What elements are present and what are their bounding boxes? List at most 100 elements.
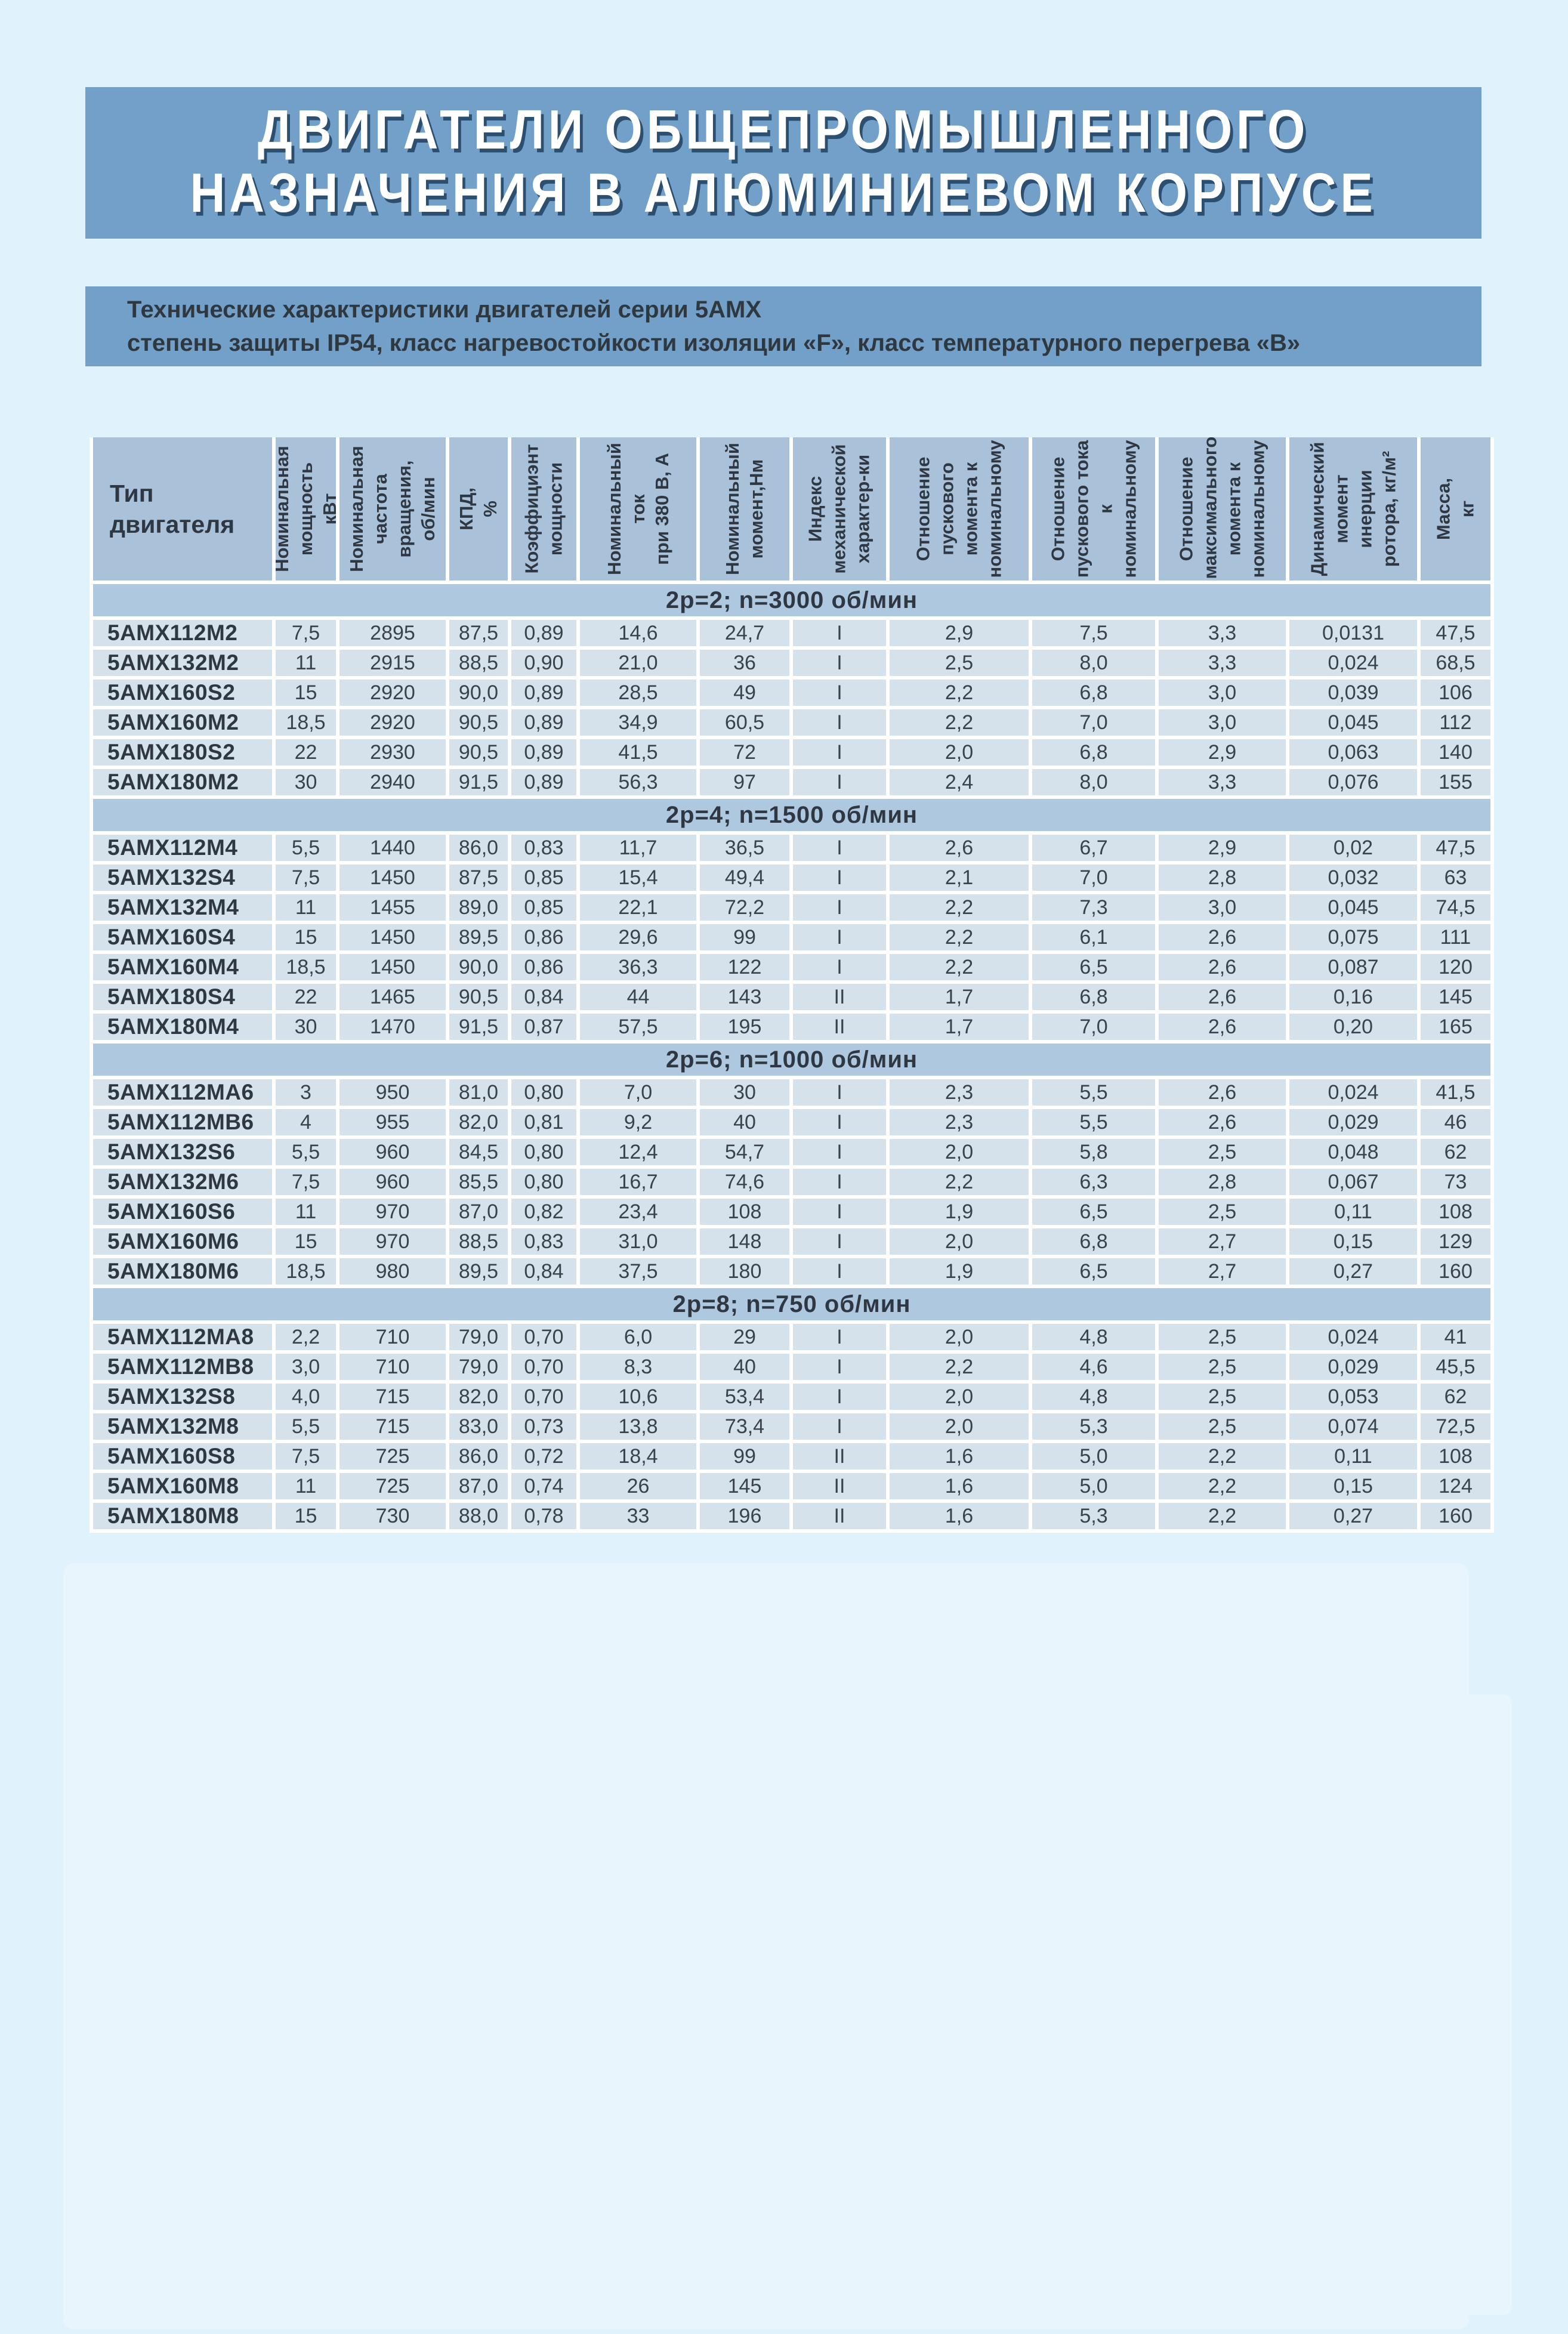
table-cell: 82,0 bbox=[449, 1384, 508, 1410]
table-cell: 9,2 bbox=[580, 1109, 696, 1135]
table-cell: 0,02 bbox=[1289, 835, 1417, 861]
table-cell: 1440 bbox=[339, 835, 446, 861]
table-cell: 88,0 bbox=[449, 1503, 508, 1529]
table-cell: 85,5 bbox=[449, 1169, 508, 1195]
table-cell: 6,8 bbox=[1032, 739, 1155, 765]
table-cell: 54,7 bbox=[700, 1139, 789, 1165]
motor-type-cell: 5АМХ180М2 bbox=[93, 769, 272, 795]
table-cell: 0,85 bbox=[511, 894, 576, 921]
table-cell: I bbox=[793, 709, 886, 736]
table-cell: 30 bbox=[276, 1014, 336, 1040]
table-cell: 7,5 bbox=[276, 620, 336, 646]
table-cell: 955 bbox=[339, 1109, 446, 1135]
table-cell: 0,78 bbox=[511, 1503, 576, 1529]
table-cell: 0,063 bbox=[1289, 739, 1417, 765]
table-cell: 2,2 bbox=[1159, 1503, 1286, 1529]
table-cell: 950 bbox=[339, 1079, 446, 1106]
table-cell: 5,0 bbox=[1032, 1443, 1155, 1469]
table-cell: 8,0 bbox=[1032, 650, 1155, 676]
column-header-label: Отношение максимального момента к номина… bbox=[1175, 437, 1268, 579]
table-cell: I bbox=[793, 1258, 886, 1285]
table-cell: 30 bbox=[276, 769, 336, 795]
table-cell: 79,0 bbox=[449, 1354, 508, 1380]
table-cell: 11,7 bbox=[580, 835, 696, 861]
table-cell: 2,5 bbox=[1159, 1324, 1286, 1350]
table-cell: 6,8 bbox=[1032, 1228, 1155, 1255]
table-cell: 82,0 bbox=[449, 1109, 508, 1135]
table-cell: 7,0 bbox=[580, 1079, 696, 1106]
table-cell: 87,5 bbox=[449, 620, 508, 646]
table-cell: 1450 bbox=[339, 924, 446, 950]
table-cell: 0,85 bbox=[511, 865, 576, 891]
table-cell: 74,6 bbox=[700, 1169, 789, 1195]
table-cell: 0,27 bbox=[1289, 1503, 1417, 1529]
table-cell: 2,0 bbox=[890, 1384, 1029, 1410]
table-cell: 2,9 bbox=[890, 620, 1029, 646]
table-cell: 2,5 bbox=[1159, 1199, 1286, 1225]
table-cell: 196 bbox=[700, 1503, 789, 1529]
table-cell: 83,0 bbox=[449, 1413, 508, 1440]
table-cell: 1,6 bbox=[890, 1503, 1029, 1529]
table-cell: 0,83 bbox=[511, 1228, 576, 1255]
table-cell: 36,5 bbox=[700, 835, 789, 861]
table-cell: 0,89 bbox=[511, 680, 576, 706]
table-cell: 99 bbox=[700, 924, 789, 950]
table-cell: 5,5 bbox=[1032, 1079, 1155, 1106]
table-cell: 0,83 bbox=[511, 835, 576, 861]
table-cell: 730 bbox=[339, 1503, 446, 1529]
empty-content-panel bbox=[63, 1563, 1469, 2329]
table-cell: 6,8 bbox=[1032, 984, 1155, 1010]
table-cell: 47,5 bbox=[1421, 620, 1490, 646]
table-cell: 1465 bbox=[339, 984, 446, 1010]
motor-type-cell: 5АМХ180М4 bbox=[93, 1014, 272, 1040]
table-cell: 23,4 bbox=[580, 1199, 696, 1225]
table-cell: 6,7 bbox=[1032, 835, 1155, 861]
motor-type-cell: 5АМХ132М2 bbox=[93, 650, 272, 676]
table-cell: 62 bbox=[1421, 1384, 1490, 1410]
column-header-label: Номинальный ток при 380 В, А bbox=[603, 443, 672, 575]
motor-type-cell: 5АМХ112МВ8 bbox=[93, 1354, 272, 1380]
table-cell: 2,6 bbox=[1159, 1079, 1286, 1106]
table-cell: 5,0 bbox=[1032, 1473, 1155, 1499]
table-cell: 89,5 bbox=[449, 924, 508, 950]
column-header-label: КПД, % bbox=[456, 487, 501, 530]
column-header-10: Отношение пускового тока к номинальному bbox=[1032, 437, 1155, 581]
table-cell: 148 bbox=[700, 1228, 789, 1255]
table-cell: 2940 bbox=[339, 769, 446, 795]
table-cell: 0,029 bbox=[1289, 1109, 1417, 1135]
table-cell: 22 bbox=[276, 739, 336, 765]
empty-side-panel bbox=[1425, 1694, 1512, 2315]
table-cell: 79,0 bbox=[449, 1324, 508, 1350]
table-cell: 3,0 bbox=[1159, 680, 1286, 706]
table-cell: 74,5 bbox=[1421, 894, 1490, 921]
table-cell: 112 bbox=[1421, 709, 1490, 736]
table-cell: 2,6 bbox=[1159, 984, 1286, 1010]
table-cell: 73,4 bbox=[700, 1413, 789, 1440]
table-cell: 90,0 bbox=[449, 954, 508, 980]
table-cell: 84,5 bbox=[449, 1139, 508, 1165]
table-cell: II bbox=[793, 1443, 886, 1469]
table-cell: 41,5 bbox=[580, 739, 696, 765]
table-cell: 143 bbox=[700, 984, 789, 1010]
table-cell: 195 bbox=[700, 1014, 789, 1040]
table-cell: 7,5 bbox=[1032, 620, 1155, 646]
table-cell: 2,3 bbox=[890, 1079, 1029, 1106]
table-cell: 725 bbox=[339, 1443, 446, 1469]
table-cell: 2,8 bbox=[1159, 865, 1286, 891]
column-header-11: Отношение максимального момента к номина… bbox=[1159, 437, 1286, 581]
table-cell: 2,5 bbox=[1159, 1354, 1286, 1380]
table-cell: 63 bbox=[1421, 865, 1490, 891]
table-cell: 40 bbox=[700, 1354, 789, 1380]
table-cell: 0,053 bbox=[1289, 1384, 1417, 1410]
table-cell: 1,7 bbox=[890, 984, 1029, 1010]
table-cell: 56,3 bbox=[580, 769, 696, 795]
table-cell: 0,70 bbox=[511, 1384, 576, 1410]
table-cell: 37,5 bbox=[580, 1258, 696, 1285]
subtitle-line1: Технические характеристики двигателей се… bbox=[127, 297, 762, 323]
table-cell: I bbox=[793, 954, 886, 980]
motor-type-cell: 5АМХ160М2 bbox=[93, 709, 272, 736]
column-header-8: Индекс механической характер-ки bbox=[793, 437, 886, 581]
table-cell: 6,0 bbox=[580, 1324, 696, 1350]
table-cell: 28,5 bbox=[580, 680, 696, 706]
